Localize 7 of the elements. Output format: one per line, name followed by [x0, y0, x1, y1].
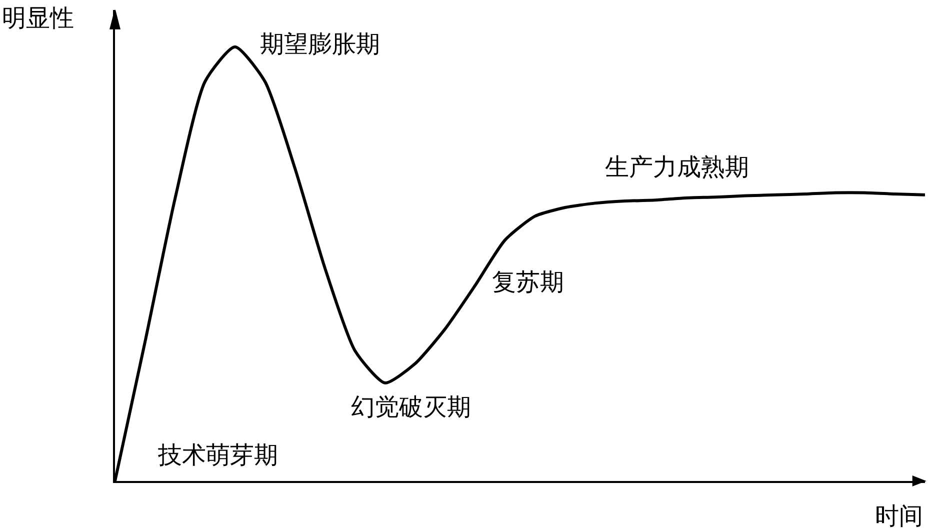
annotation: 技术萌芽期	[157, 441, 278, 469]
annotation: 期望膨胀期	[260, 30, 380, 58]
annotation: 生产力成熟期	[605, 153, 749, 181]
annotation: 幻觉破灭期	[351, 393, 471, 421]
x-axis-title: 时间	[875, 502, 923, 530]
annotation: 复苏期	[492, 268, 564, 296]
y-axis-title: 明显性	[2, 4, 74, 32]
